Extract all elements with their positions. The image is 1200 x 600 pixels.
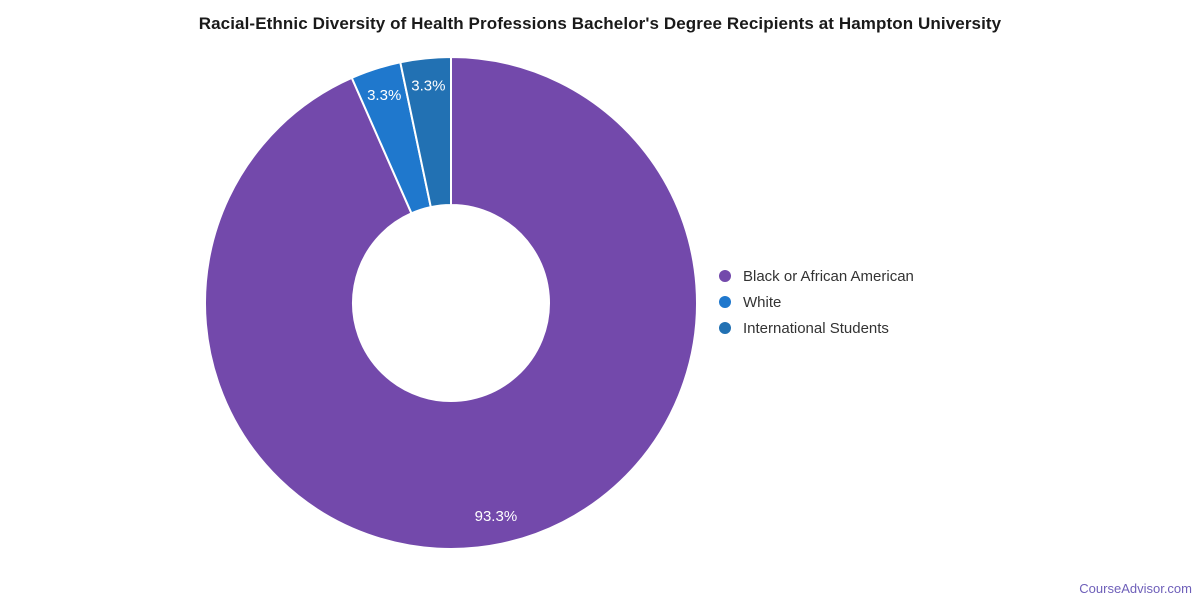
data-label: 3.3% <box>411 78 445 95</box>
legend-label: White <box>743 293 782 311</box>
legend-label: Black or African American <box>743 267 914 285</box>
chart-legend: Black or African American White Internat… <box>719 263 914 341</box>
legend-marker-icon <box>719 270 731 282</box>
legend-marker-icon <box>719 322 731 334</box>
data-label: 93.3% <box>475 508 518 525</box>
pie-slice-0[interactable] <box>204 56 698 550</box>
legend-item-white[interactable]: White <box>719 289 914 315</box>
data-label: 3.3% <box>367 87 401 104</box>
legend-item-international-students[interactable]: International Students <box>719 315 914 341</box>
legend-item-black-or-african-american[interactable]: Black or African American <box>719 263 914 289</box>
legend-label: International Students <box>743 319 889 337</box>
chart-title: Racial-Ethnic Diversity of Health Profes… <box>198 14 1002 33</box>
legend-marker-icon <box>719 296 731 308</box>
courseadvisor-link[interactable]: CourseAdvisor.com <box>1079 581 1192 596</box>
pie-slice-2[interactable] <box>399 56 452 209</box>
